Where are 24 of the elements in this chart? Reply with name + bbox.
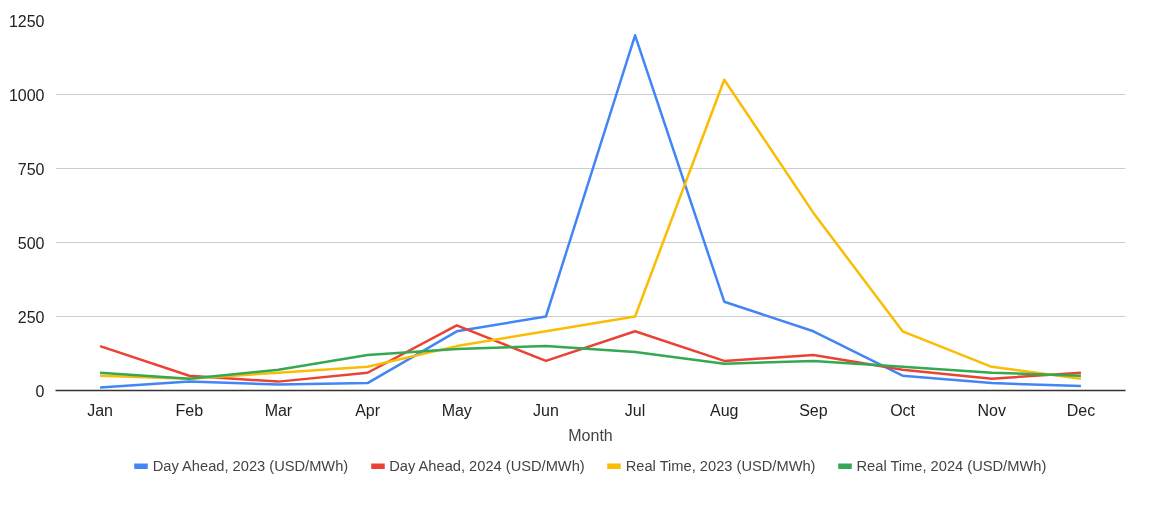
- x-tick-label: Feb: [175, 401, 204, 419]
- x-tick-label: Oct: [890, 401, 916, 419]
- y-tick-label: 500: [17, 234, 45, 252]
- y-tick-label: 250: [17, 308, 45, 326]
- legend-label: Real Time, 2023 (USD/MWh): [625, 458, 816, 474]
- x-tick-label: Mar: [264, 401, 293, 419]
- x-tick-label: Jun: [533, 401, 559, 419]
- legend-label: Day Ahead, 2024 (USD/MWh): [389, 458, 585, 474]
- x-tick-label: Sep: [799, 401, 828, 419]
- y-tick-label: 0: [35, 382, 45, 400]
- x-tick-label: Jan: [87, 401, 113, 419]
- line-series: [98, 344, 1083, 380]
- x-tick-label: Aug: [710, 401, 739, 419]
- legend-label: Day Ahead, 2023 (USD/MWh): [152, 458, 349, 474]
- x-tick-label: Dec: [1066, 401, 1096, 419]
- x-axis-title: Month: [568, 426, 613, 444]
- legend-label: Real Time, 2024 (USD/MWh): [856, 458, 1047, 474]
- x-tick-label: Jul: [624, 401, 646, 419]
- x-tick-label: Nov: [977, 401, 1006, 419]
- y-tick-label: 750: [17, 160, 45, 178]
- y-tick-label: 1000: [8, 86, 45, 104]
- y-tick-label: 1250: [8, 12, 45, 30]
- x-tick-label: May: [441, 401, 472, 419]
- x-tick-label: Apr: [355, 401, 381, 419]
